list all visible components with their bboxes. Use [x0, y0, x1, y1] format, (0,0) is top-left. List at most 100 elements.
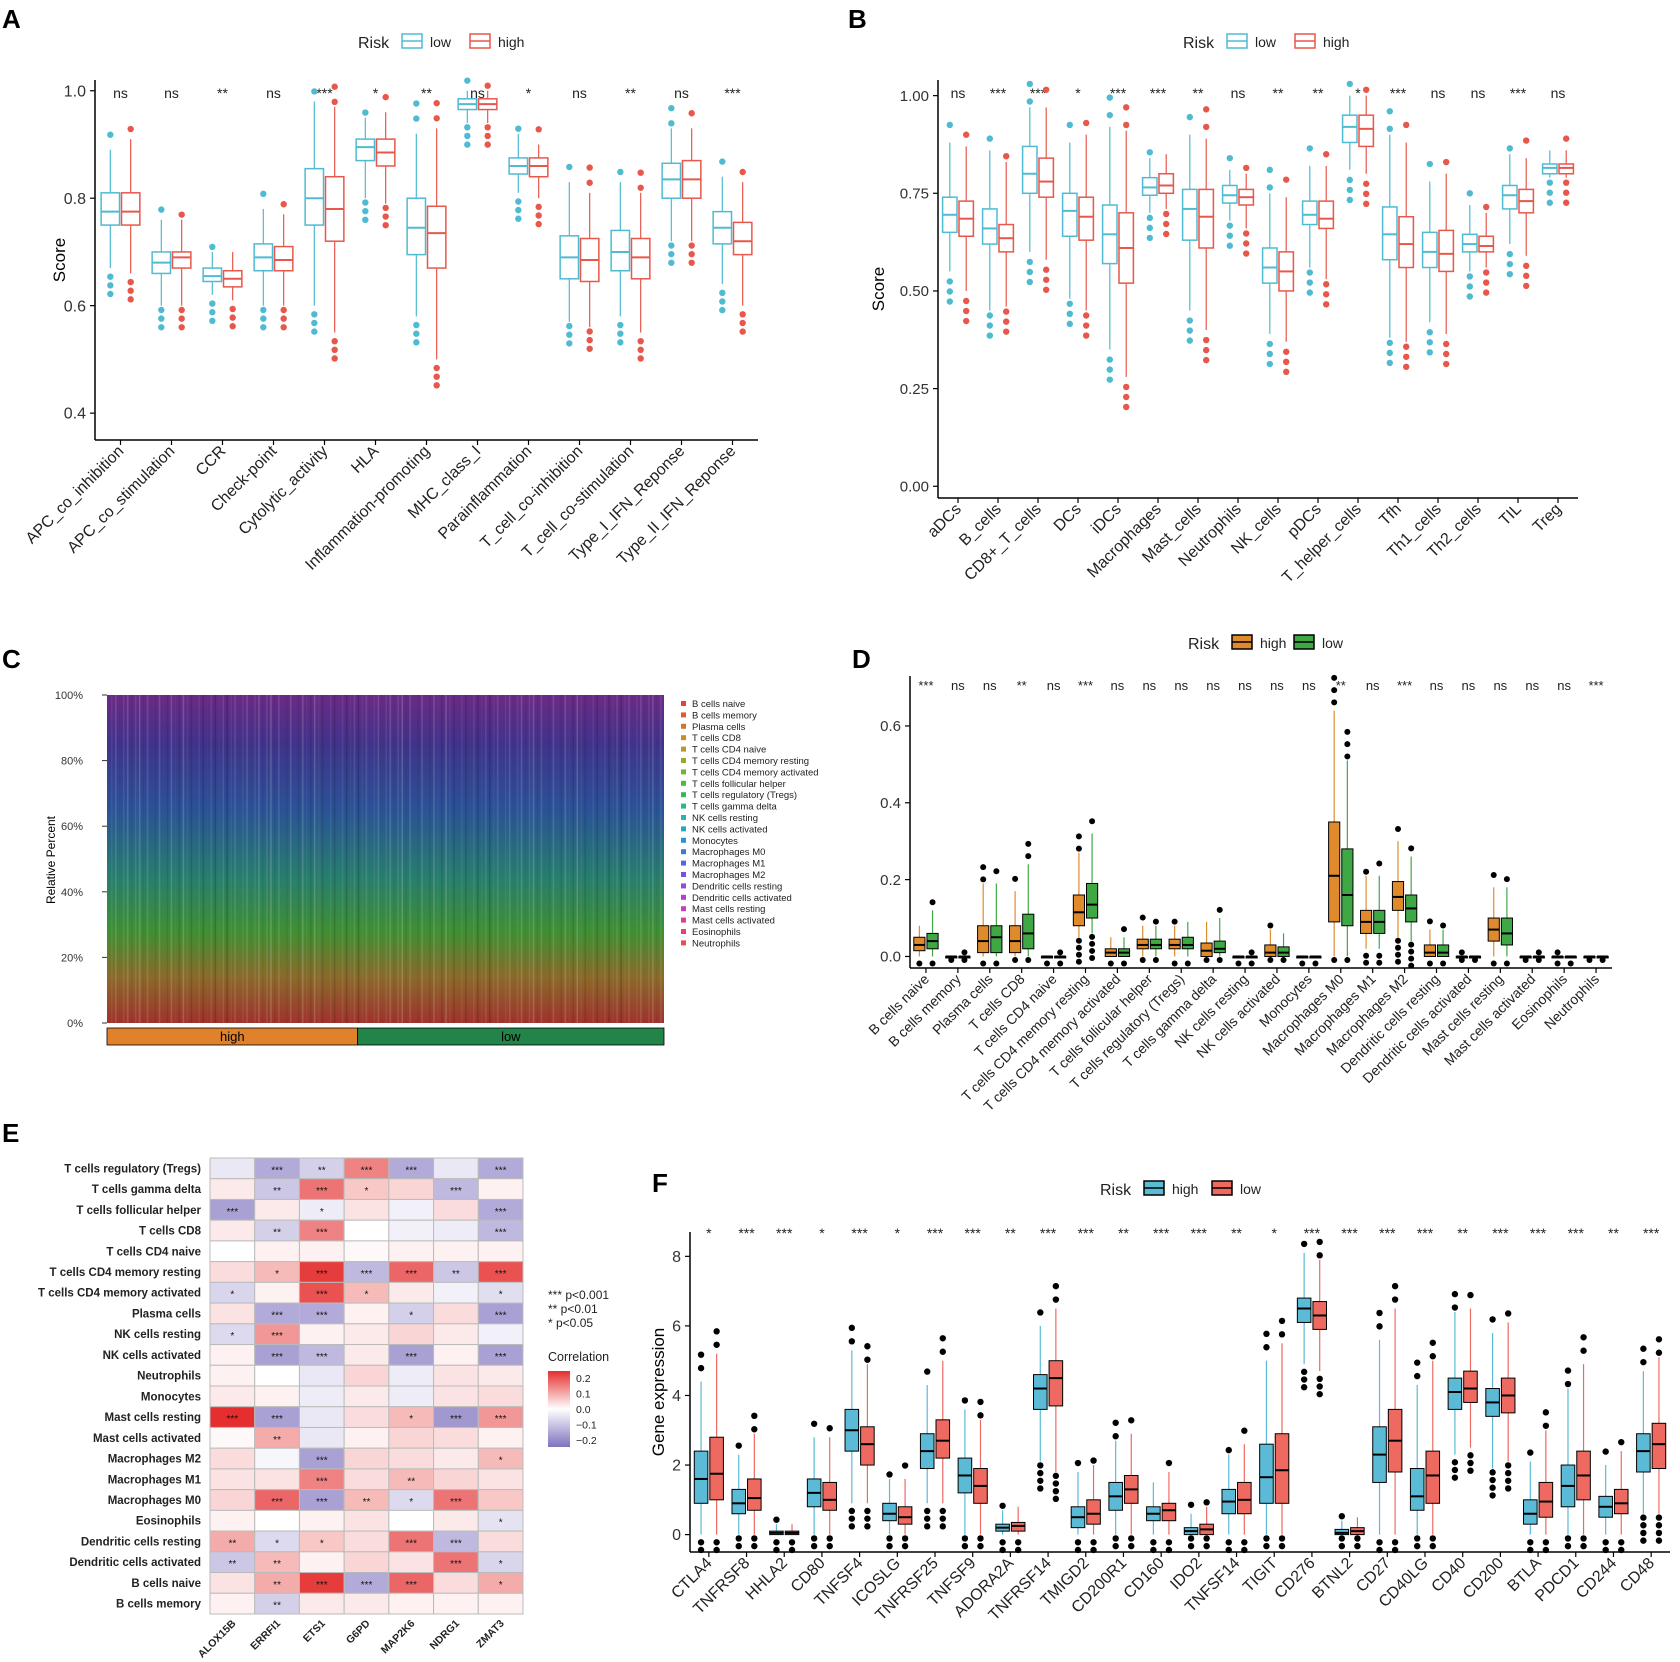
outlier-point: [1248, 960, 1255, 967]
significance-label: *: [1355, 85, 1361, 101]
box-low: [100, 192, 121, 226]
significance-label: ***: [1030, 85, 1047, 101]
cell-star: *: [499, 1559, 503, 1570]
outlier-point: [158, 315, 165, 322]
box-low: [1463, 1370, 1478, 1403]
outlier-point: [924, 1368, 931, 1375]
outlier-point: [1563, 135, 1570, 142]
legend-swatch: [681, 758, 686, 763]
legend-swatch: [681, 792, 686, 798]
legend-swatch: [681, 723, 686, 729]
outlier-point: [311, 88, 318, 95]
legend-swatch: [681, 826, 686, 832]
cell-star: **: [273, 1559, 281, 1570]
outlier-point: [1243, 240, 1250, 247]
outlier-point: [1263, 1330, 1270, 1338]
heatmap-cell: [209, 1385, 256, 1408]
sample-bar-strand: [481, 695, 483, 1023]
heatmap-cell: [388, 1385, 435, 1408]
outlier-point: [1112, 1433, 1119, 1440]
y-tick-label: 0.75: [900, 186, 929, 203]
legend-swatch: [681, 894, 686, 900]
outlier-point: [260, 306, 267, 314]
heatmap-cell: [477, 1426, 524, 1449]
heatmap-cell: [433, 1240, 479, 1263]
significance-label: *: [526, 85, 532, 101]
outlier-point: [939, 1515, 946, 1522]
outlier-point: [1278, 1331, 1286, 1338]
significance-label: *: [819, 1225, 825, 1241]
significance-label: *: [373, 85, 379, 101]
cell-star: *: [230, 1290, 234, 1301]
outlier-point: [1186, 337, 1194, 344]
outlier-point: [901, 1542, 909, 1550]
box-high: [1523, 1499, 1538, 1525]
sample-bar-strand: [473, 695, 475, 1023]
sample-bar-strand: [357, 695, 360, 1023]
outlier-point: [810, 1420, 818, 1427]
sample-bar-strand: [230, 695, 232, 1023]
sample-bar-strand: [198, 695, 201, 1023]
sample-bar-strand: [138, 695, 141, 1023]
outlier-point: [1580, 1535, 1587, 1542]
outlier-point: [1429, 1535, 1436, 1542]
heatmap-cell: [477, 1489, 524, 1511]
sample-bar-strand: [453, 695, 455, 1023]
sample-bar-strand: [461, 695, 463, 1023]
box-low: [709, 1436, 724, 1501]
outlier-point: [127, 278, 134, 286]
box-high: [120, 192, 141, 226]
sample-bar-strand: [218, 695, 220, 1023]
outlier-point: [1395, 825, 1402, 832]
row-label: Macrophages M1: [108, 1474, 202, 1486]
outlier-point: [948, 956, 955, 963]
legend-label: Macrophages M2: [692, 870, 765, 881]
outlier-point: [1443, 360, 1450, 368]
heatmap-cell: [433, 1281, 479, 1304]
row-label: Dendritic cells activated: [69, 1557, 201, 1569]
cell-star: ***: [495, 1165, 507, 1176]
cell-star: *: [365, 1186, 369, 1197]
outlier-point: [1414, 1535, 1421, 1542]
sample-bar-strand: [596, 695, 598, 1023]
heatmap-cell: [209, 1592, 256, 1615]
significance-label: ***: [1304, 1225, 1321, 1241]
outlier-point: [1163, 210, 1170, 218]
outlier-point: [1243, 250, 1250, 257]
heatmap-cell: [343, 1219, 390, 1242]
heatmap-cell: [477, 1240, 524, 1263]
outlier-point: [946, 298, 953, 305]
outlier-point: [413, 339, 420, 346]
outlier-point: [886, 1471, 893, 1478]
box-low: [1213, 940, 1226, 954]
outlier-point: [739, 328, 746, 335]
outlier-point: [1203, 336, 1210, 344]
cell-star: *: [499, 1290, 503, 1301]
legend-swatch: [681, 815, 686, 820]
y-tick-label: 0.8: [64, 191, 86, 208]
outlier-point: [1266, 184, 1274, 191]
cell-star: *: [409, 1310, 413, 1321]
outlier-point: [668, 104, 675, 112]
outlier-point: [1426, 918, 1433, 925]
outlier-point: [1267, 922, 1274, 929]
heatmap-cell: [254, 1468, 300, 1491]
significance-label: ***: [1530, 1225, 1547, 1241]
significance-label: ***: [1153, 1225, 1170, 1241]
panel-label-e: E: [2, 1118, 19, 1148]
legend-label-high: high: [1260, 635, 1286, 651]
outlier-point: [1187, 1542, 1195, 1550]
legend-label: T cells CD8: [692, 733, 741, 744]
outlier-point: [1363, 959, 1370, 966]
outlier-point: [1243, 164, 1250, 172]
outlier-point: [1586, 956, 1593, 963]
outlier-point: [1618, 1546, 1625, 1554]
sample-bar-strand: [190, 695, 193, 1023]
heatmap-cell: [343, 1323, 390, 1346]
outlier-point: [901, 1462, 909, 1469]
outlier-point: [464, 124, 471, 131]
box-low: [860, 1426, 875, 1466]
outlier-point: [1283, 358, 1290, 366]
outlier-point: [1414, 1359, 1421, 1366]
box-low: [610, 229, 631, 272]
